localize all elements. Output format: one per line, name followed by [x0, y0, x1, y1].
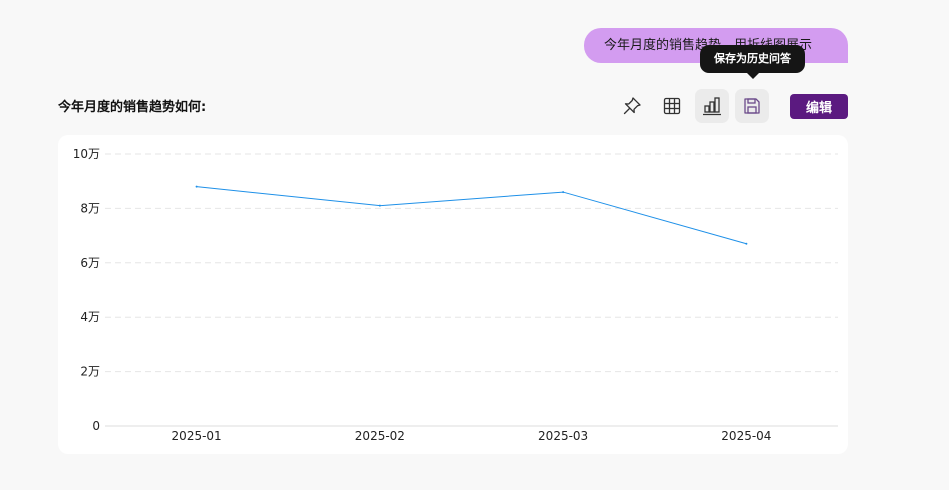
pin-button[interactable] — [615, 89, 649, 123]
x-tick-label: 2025-04 — [721, 429, 771, 443]
answer-question-title: 今年月度的销售趋势如何: — [58, 100, 207, 115]
x-tick-label: 2025-02 — [355, 429, 405, 443]
pin-icon — [623, 97, 641, 115]
save-history-button[interactable] — [735, 89, 769, 123]
chart-icon — [703, 97, 721, 116]
y-tick-label: 2万 — [80, 365, 100, 379]
x-tick-label: 2025-01 — [172, 429, 222, 443]
edit-button[interactable]: 编辑 — [790, 94, 848, 119]
line-chart: 0 2万 4万 6万 8万 10万 2025-01 2025-02 2025-03 2025-04 — [73, 147, 838, 443]
x-tick-label: 2025-03 — [538, 429, 588, 443]
chart-card: 0 2万 4万 6万 8万 10万 2025-01 2025-02 2025-03 2025-04 — [58, 135, 848, 454]
y-tick-label: 0 — [92, 419, 100, 433]
chart-view-button[interactable] — [695, 89, 729, 123]
y-tick-label: 10万 — [73, 147, 100, 161]
save-icon — [744, 98, 760, 114]
series-line — [196, 186, 747, 245]
data-point — [562, 191, 565, 194]
y-tick-label: 4万 — [80, 310, 100, 324]
data-point — [745, 242, 748, 245]
y-tick-label: 6万 — [80, 256, 100, 270]
data-point — [378, 204, 381, 207]
data-point — [195, 185, 198, 188]
save-tooltip: 保存为历史问答 — [700, 45, 805, 79]
y-tick-label: 8万 — [80, 201, 100, 215]
table-view-button[interactable] — [655, 89, 689, 123]
table-icon — [663, 97, 681, 115]
